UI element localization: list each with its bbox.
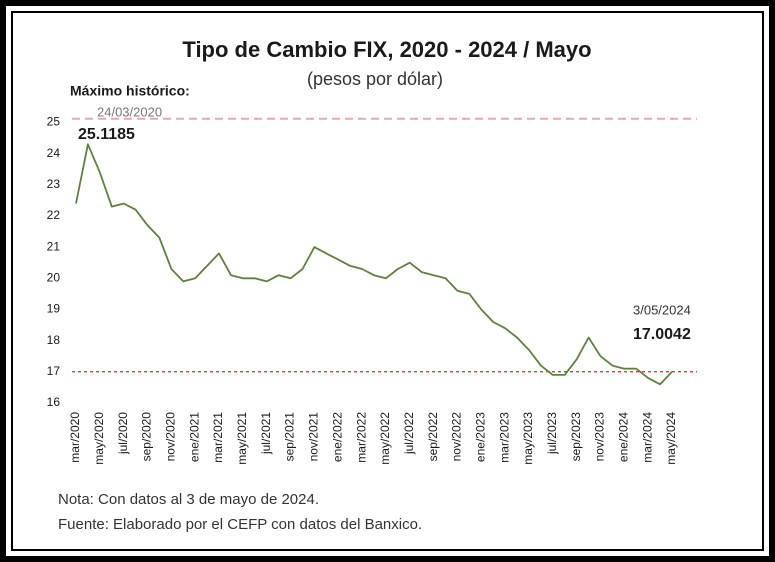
x-tick-label: jul/2021 bbox=[259, 412, 273, 455]
annotation-date: 3/05/2024 bbox=[633, 302, 691, 317]
y-tick-label: 18 bbox=[47, 333, 61, 347]
y-tick-label: 19 bbox=[47, 302, 61, 316]
x-tick-label: may/2022 bbox=[378, 412, 392, 465]
x-tick-label: jul/2020 bbox=[116, 412, 130, 455]
x-tick-label: nov/2021 bbox=[307, 412, 321, 462]
series-line bbox=[75, 143, 673, 386]
x-tick-label: nov/2023 bbox=[593, 412, 607, 462]
x-tick-label: sep/2020 bbox=[140, 412, 154, 462]
note: Nota: Con datos al 3 de mayo de 2024. bbox=[58, 491, 319, 508]
x-tick-label: may/2024 bbox=[664, 412, 678, 465]
x-tick-label: sep/2022 bbox=[426, 412, 440, 462]
x-tick-label: may/2023 bbox=[521, 412, 535, 465]
annotation-value: 25.1185 bbox=[78, 126, 135, 143]
y-tick-label: 25 bbox=[47, 115, 61, 129]
y-tick-label: 24 bbox=[47, 146, 61, 160]
x-tick-label: may/2020 bbox=[92, 412, 106, 465]
y-tick-label: 16 bbox=[47, 395, 61, 409]
x-tick-label: ene/2024 bbox=[616, 412, 630, 462]
x-tick-label: mar/2021 bbox=[211, 412, 225, 463]
annotation-heading: Máximo histórico: bbox=[70, 83, 190, 99]
x-tick-label: nov/2020 bbox=[164, 412, 178, 462]
x-tick-label: mar/2022 bbox=[354, 412, 368, 463]
chart-subtitle: (pesos por dólar) bbox=[307, 69, 443, 89]
x-tick-label: may/2021 bbox=[235, 412, 249, 465]
y-tick-label: 20 bbox=[47, 270, 61, 284]
x-tick-label: nov/2022 bbox=[450, 412, 464, 462]
y-tick-label: 21 bbox=[47, 239, 61, 253]
y-tick-label: 17 bbox=[47, 364, 61, 378]
y-tick-label: 22 bbox=[47, 208, 61, 222]
x-tick-label: jul/2022 bbox=[402, 412, 416, 455]
annotation-date: 24/03/2020 bbox=[97, 104, 162, 119]
x-tick-label: mar/2020 bbox=[68, 412, 82, 463]
y-tick-label: 23 bbox=[47, 177, 61, 191]
chart-title: Tipo de Cambio FIX, 2020 - 2024 / Mayo bbox=[182, 37, 591, 62]
annotation-value: 17.0042 bbox=[633, 326, 691, 343]
x-tick-label: mar/2023 bbox=[497, 412, 511, 463]
note: Fuente: Elaborado por el CEFP con datos … bbox=[58, 516, 422, 533]
x-tick-label: mar/2024 bbox=[640, 412, 654, 463]
x-tick-label: ene/2022 bbox=[330, 412, 344, 462]
x-tick-label: ene/2023 bbox=[473, 412, 487, 462]
x-tick-label: jul/2023 bbox=[545, 412, 559, 455]
x-tick-label: sep/2021 bbox=[283, 412, 297, 462]
frame-inner bbox=[11, 11, 764, 551]
x-tick-label: ene/2021 bbox=[187, 412, 201, 462]
x-tick-label: sep/2023 bbox=[569, 412, 583, 462]
